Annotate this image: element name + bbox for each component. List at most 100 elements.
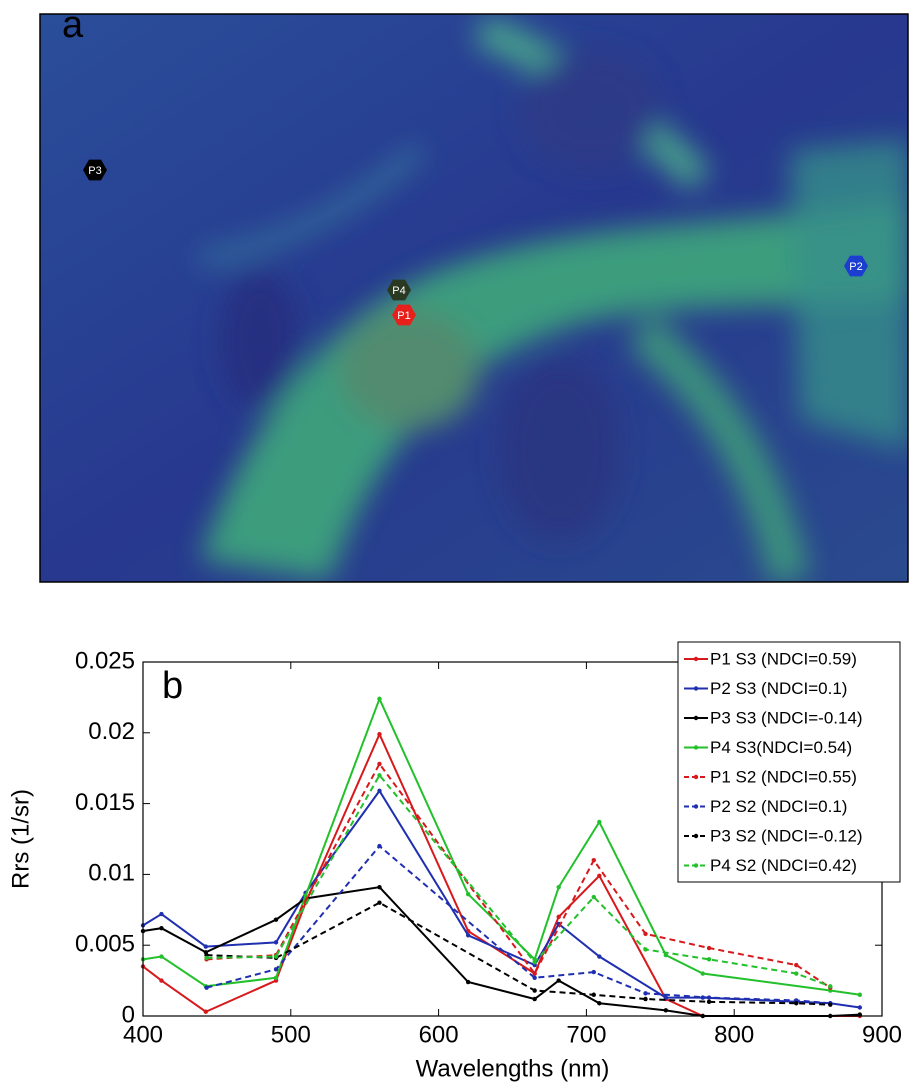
series-point xyxy=(591,894,596,900)
point-label: P1 xyxy=(397,310,410,322)
series-point xyxy=(377,884,382,890)
y-axis-label: Rrs (1/sr) xyxy=(7,789,34,889)
series-point xyxy=(377,843,382,849)
series-point xyxy=(532,971,537,976)
series-point xyxy=(857,992,863,997)
legend-label: P3 S3 (NDCI=-0.14) xyxy=(710,708,863,727)
series-point xyxy=(706,957,712,962)
series-point xyxy=(273,940,279,945)
legend-label: P3 S2 (NDCI=-0.12) xyxy=(710,826,863,845)
series-point xyxy=(203,944,209,949)
series-point xyxy=(465,933,471,938)
legend-label: P4 S2 (NDCI=0.42) xyxy=(710,856,857,875)
series-point xyxy=(159,954,164,959)
legend-dot xyxy=(693,686,699,691)
series-point xyxy=(794,962,799,968)
series-point xyxy=(204,955,209,961)
series-point xyxy=(597,873,602,879)
series-point xyxy=(273,917,279,922)
legend-dot xyxy=(693,863,699,868)
point-label: P4 xyxy=(392,285,405,297)
series-point xyxy=(597,1001,602,1006)
series-point xyxy=(794,1001,799,1006)
legend-box xyxy=(677,641,901,883)
point-marker xyxy=(83,159,107,181)
x-tick-label: 400 xyxy=(123,1021,163,1048)
series-point xyxy=(663,952,669,958)
series-point xyxy=(273,954,279,959)
series-point xyxy=(203,1009,209,1014)
series-point xyxy=(556,884,561,890)
series-point xyxy=(591,992,596,997)
y-tick-label: 0.01 xyxy=(88,860,135,887)
series-point xyxy=(706,995,712,1000)
series-point xyxy=(273,967,279,972)
series-point xyxy=(643,947,648,952)
x-tick-label: 700 xyxy=(566,1021,606,1048)
series-line xyxy=(142,886,860,1017)
satellite-image: P1 P2 P3 P4 xyxy=(40,14,908,582)
series-point xyxy=(159,911,164,917)
series-point xyxy=(377,900,382,905)
series-line xyxy=(142,731,860,1017)
y-tick-label: 0.025 xyxy=(75,647,135,674)
x-tick-label: 600 xyxy=(419,1021,459,1048)
series-point xyxy=(828,984,833,989)
x-tick-label: 500 xyxy=(271,1021,311,1048)
series-point xyxy=(706,999,712,1005)
series-point xyxy=(663,995,669,1000)
series-point xyxy=(828,1002,833,1007)
series-point xyxy=(597,954,602,959)
series-point xyxy=(465,979,471,985)
x-tick-label: 900 xyxy=(862,1021,902,1048)
y-tick-label: 0.005 xyxy=(75,931,135,958)
series-point xyxy=(700,971,705,976)
series-point xyxy=(377,761,382,767)
legend-dot xyxy=(693,833,699,839)
series-point xyxy=(643,996,648,1002)
legend-dot xyxy=(693,656,699,662)
point-marker xyxy=(387,279,411,301)
point-marker xyxy=(392,304,416,326)
x-tick-label: 800 xyxy=(714,1021,754,1048)
series-point xyxy=(643,931,648,937)
series-point xyxy=(663,1008,669,1013)
legend-label: P2 S3 (NDCI=0.1) xyxy=(710,679,847,698)
y-tick-label: 0.015 xyxy=(75,789,135,816)
series-point xyxy=(532,975,537,980)
legend-label: P4 S3(NDCI=0.54) xyxy=(710,738,852,757)
series-point xyxy=(377,732,382,737)
series-point xyxy=(591,969,596,975)
legend-label: P1 S3 (NDCI=0.59) xyxy=(710,649,857,668)
series-point xyxy=(377,773,382,778)
series-line xyxy=(206,773,831,988)
series-point xyxy=(532,959,537,965)
series-point xyxy=(643,991,648,996)
series-point xyxy=(465,892,471,897)
panel-label: a xyxy=(62,4,84,46)
series-point xyxy=(204,985,209,990)
series-point xyxy=(794,971,799,976)
series-point xyxy=(706,945,712,951)
series-point xyxy=(159,926,164,931)
series-point xyxy=(377,788,382,794)
y-tick-label: 0 xyxy=(122,1001,135,1028)
legend-dot xyxy=(693,774,699,780)
legend-label: P1 S2 (NDCI=0.55) xyxy=(710,767,857,786)
legend-dot xyxy=(693,804,699,809)
point-label: P3 xyxy=(88,165,101,177)
series-point xyxy=(857,1005,863,1010)
point-label: P2 xyxy=(849,261,862,273)
image-frame xyxy=(39,13,909,583)
legend-label: P2 S2 (NDCI=0.1) xyxy=(710,797,847,816)
panel-label: b xyxy=(162,665,183,707)
y-tick-label: 0.02 xyxy=(88,718,135,745)
series-point xyxy=(273,975,279,980)
series-point xyxy=(532,988,537,993)
series-point xyxy=(159,978,164,983)
series-point xyxy=(377,696,382,702)
series-point xyxy=(591,858,596,863)
series-point xyxy=(556,914,561,920)
